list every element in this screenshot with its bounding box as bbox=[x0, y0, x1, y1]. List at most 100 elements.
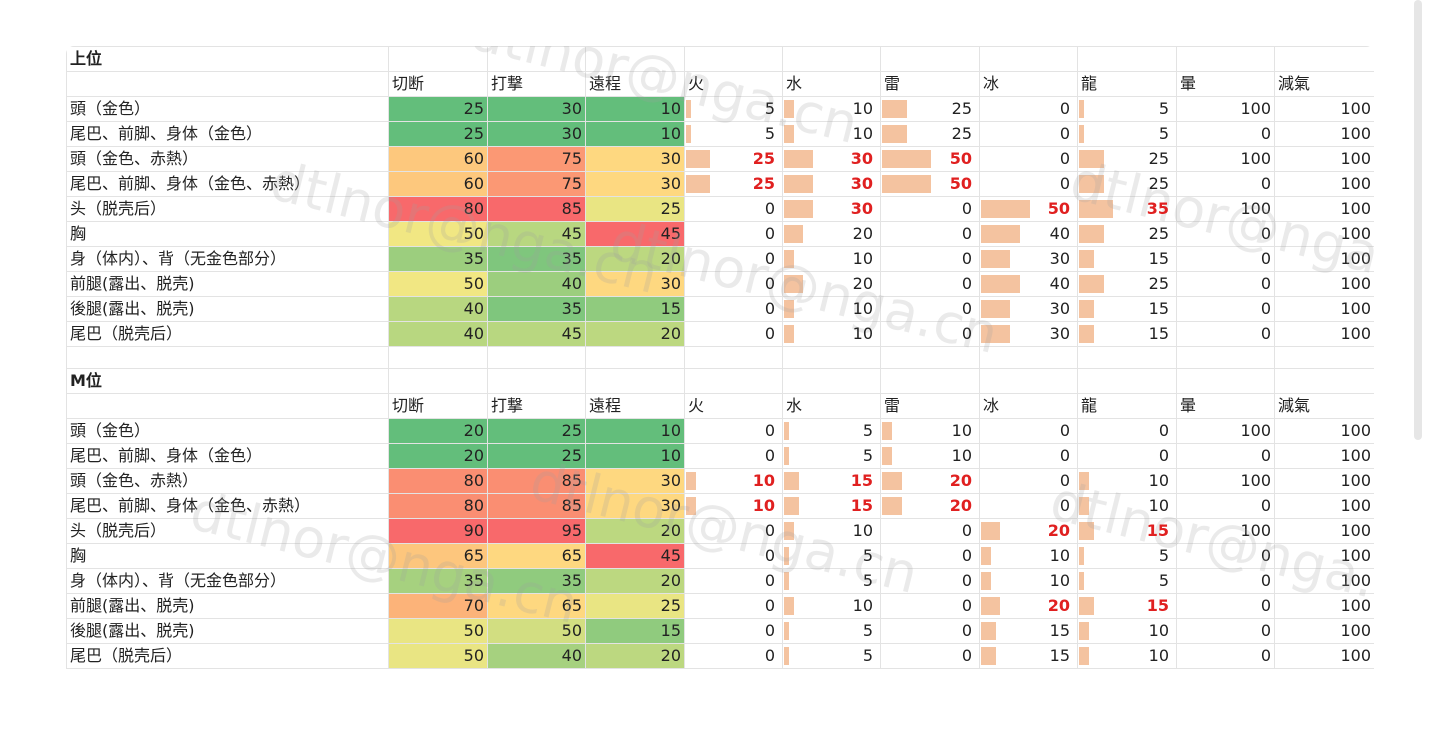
page-scrollbar[interactable] bbox=[1412, 0, 1424, 440]
element-value-text: 10 bbox=[752, 496, 775, 515]
element-value: 10 bbox=[684, 468, 783, 494]
data-bar bbox=[1079, 125, 1084, 143]
status-value: 100 bbox=[1274, 493, 1374, 519]
physical-value: 65 bbox=[487, 593, 586, 619]
status-value: 0 bbox=[1176, 221, 1275, 247]
status-value: 100 bbox=[1176, 418, 1275, 444]
element-value: 5 bbox=[684, 121, 783, 147]
data-bar bbox=[784, 497, 799, 515]
element-value: 35 bbox=[1077, 196, 1177, 222]
hitzone-table: 上位 切断 打撃 遠程火水雷冰龍暈減氣 頭（金色） 25 30 10 5 10 25 0 5 100 100… bbox=[66, 46, 1374, 669]
element-value: 0 bbox=[684, 618, 783, 644]
element-value-text: 10 bbox=[852, 596, 873, 615]
element-value: 0 bbox=[979, 96, 1078, 122]
element-value: 0 bbox=[880, 196, 980, 222]
physical-value: 50 bbox=[388, 271, 488, 297]
element-value: 10 bbox=[782, 96, 881, 122]
status-value: 0 bbox=[1176, 643, 1275, 669]
table-row: 尾巴、前脚、身体（金色、赤熱） 60 75 30 25 30 50 0 25 0 100 bbox=[66, 171, 1374, 197]
empty-cell bbox=[1077, 46, 1177, 72]
status-value: 0 bbox=[1176, 271, 1275, 297]
physical-value: 30 bbox=[585, 493, 685, 519]
empty-cell bbox=[1274, 346, 1374, 369]
column-header: 暈 bbox=[1176, 71, 1275, 97]
empty-cell bbox=[1077, 368, 1177, 394]
empty-cell bbox=[979, 368, 1078, 394]
element-value: 20 bbox=[979, 593, 1078, 619]
empty-cell bbox=[782, 346, 881, 369]
element-value-text: 25 bbox=[951, 124, 972, 143]
data-bar bbox=[686, 497, 696, 515]
element-value-text: 10 bbox=[1148, 471, 1169, 490]
column-header: 龍 bbox=[1077, 393, 1177, 419]
element-value-text: 0 bbox=[961, 274, 972, 293]
element-value: 30 bbox=[979, 321, 1078, 347]
element-value: 0 bbox=[880, 543, 980, 569]
element-value: 15 bbox=[1077, 321, 1177, 347]
physical-value: 95 bbox=[487, 518, 586, 544]
element-value: 0 bbox=[684, 271, 783, 297]
element-value-text: 15 bbox=[1148, 249, 1169, 268]
column-header: 打撃 bbox=[487, 393, 586, 419]
part-name: 後腿(露出、脱壳) bbox=[66, 296, 389, 322]
element-value-text: 10 bbox=[852, 99, 873, 118]
element-value-text: 0 bbox=[764, 299, 775, 318]
empty-cell bbox=[388, 46, 488, 72]
status-value: 0 bbox=[1176, 246, 1275, 272]
physical-value: 30 bbox=[585, 271, 685, 297]
element-value-text: 0 bbox=[961, 596, 972, 615]
element-value-text: 40 bbox=[1049, 274, 1070, 293]
part-name: 尾巴、前脚、身体（金色、赤熱） bbox=[66, 171, 389, 197]
element-value: 0 bbox=[979, 171, 1078, 197]
spacer-row bbox=[66, 346, 1374, 369]
status-value: 100 bbox=[1274, 296, 1374, 322]
table-row: 尾巴、前脚、身体（金色、赤熱） 80 85 30 10 15 20 0 10 0 100 bbox=[66, 493, 1374, 519]
element-value: 0 bbox=[979, 121, 1078, 147]
spreadsheet-image: 上位 切断 打撃 遠程火水雷冰龍暈減氣 頭（金色） 25 30 10 5 10 25 0 5 100 100… bbox=[66, 46, 1374, 696]
element-value-text: 0 bbox=[961, 546, 972, 565]
element-value-text: 10 bbox=[752, 471, 775, 490]
data-bar bbox=[1079, 225, 1104, 243]
element-value-text: 0 bbox=[1059, 174, 1070, 193]
physical-value: 25 bbox=[487, 418, 586, 444]
data-bar bbox=[784, 225, 804, 243]
data-bar bbox=[981, 300, 1011, 318]
element-value-text: 30 bbox=[1049, 249, 1070, 268]
data-bar bbox=[784, 325, 794, 343]
physical-value: 20 bbox=[585, 568, 685, 594]
table-row: 頭（金色） 20 25 10 0 5 10 0 0 100 100 bbox=[66, 418, 1374, 444]
status-value: 0 bbox=[1176, 593, 1275, 619]
element-value-text: 30 bbox=[1049, 324, 1070, 343]
physical-value: 40 bbox=[487, 271, 586, 297]
element-value: 0 bbox=[684, 518, 783, 544]
element-value-text: 0 bbox=[764, 596, 775, 615]
data-bar bbox=[882, 447, 892, 465]
status-value: 100 bbox=[1274, 593, 1374, 619]
physical-value: 45 bbox=[585, 543, 685, 569]
empty-cell bbox=[880, 46, 980, 72]
column-header: 暈 bbox=[1176, 393, 1275, 419]
status-value: 100 bbox=[1274, 643, 1374, 669]
element-value: 0 bbox=[1077, 418, 1177, 444]
physical-value: 10 bbox=[585, 96, 685, 122]
element-value-text: 15 bbox=[1049, 646, 1070, 665]
element-value-text: 15 bbox=[1146, 596, 1169, 615]
table-row: 頭（金色、赤熱） 60 75 30 25 30 50 0 25 100 100 bbox=[66, 146, 1374, 172]
status-value: 100 bbox=[1176, 468, 1275, 494]
part-name: 身（体内）、背（无金色部分） bbox=[66, 568, 389, 594]
element-value-text: 5 bbox=[1158, 546, 1169, 565]
data-bar bbox=[882, 100, 907, 118]
element-value-text: 0 bbox=[764, 324, 775, 343]
column-header: 冰 bbox=[979, 393, 1078, 419]
physical-value: 85 bbox=[487, 196, 586, 222]
physical-value: 15 bbox=[585, 296, 685, 322]
element-value-text: 0 bbox=[1059, 471, 1070, 490]
physical-value: 25 bbox=[585, 593, 685, 619]
scrollbar-thumb[interactable] bbox=[1414, 0, 1422, 440]
empty-cell bbox=[585, 368, 685, 394]
data-bar bbox=[981, 225, 1020, 243]
element-value: 15 bbox=[1077, 518, 1177, 544]
element-value: 15 bbox=[782, 468, 881, 494]
element-value-text: 5 bbox=[1158, 124, 1169, 143]
element-value-text: 0 bbox=[961, 521, 972, 540]
